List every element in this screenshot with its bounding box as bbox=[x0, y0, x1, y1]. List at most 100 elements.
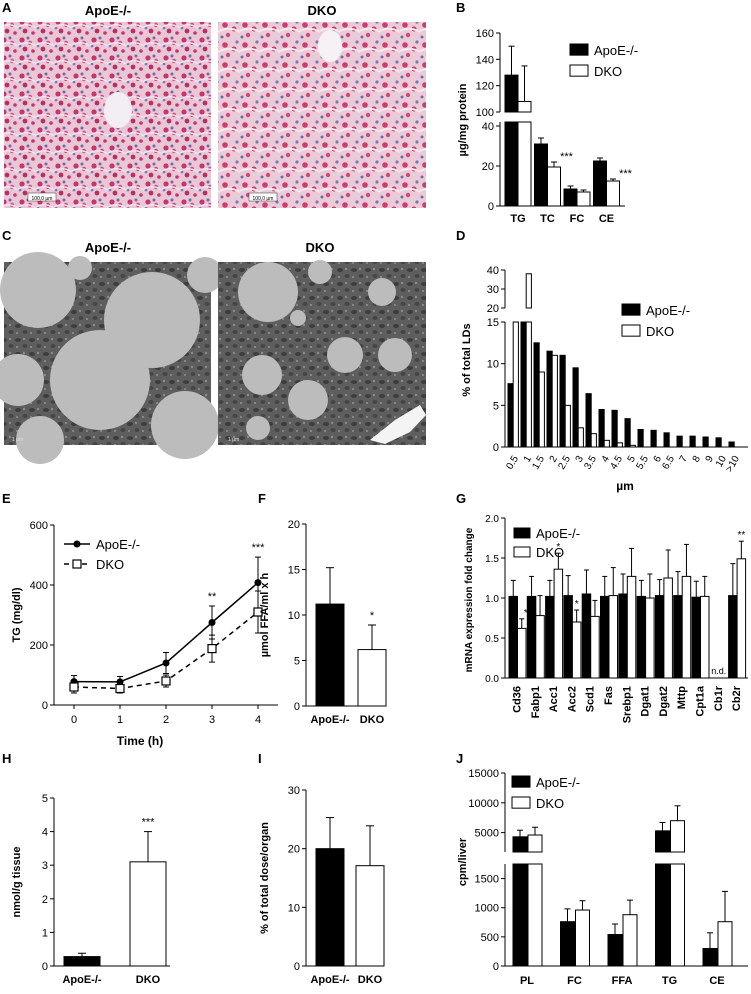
j-category-label: FFA bbox=[612, 975, 633, 987]
d-category-label: 3 bbox=[574, 454, 587, 465]
g-category-label: Acc2 bbox=[566, 686, 578, 712]
em-scale-left: 1 µm bbox=[12, 437, 23, 443]
d-tick-label: 30 bbox=[487, 284, 499, 296]
panel-label-h: H bbox=[2, 751, 11, 766]
d-category-label: 7 bbox=[678, 454, 691, 465]
j-bar-TG-0 bbox=[655, 830, 670, 853]
j-legend-swatch-apoe bbox=[511, 775, 531, 788]
g-not-detected-label: n.d. bbox=[711, 666, 726, 676]
i-category-label: DKO bbox=[358, 974, 383, 986]
j-bar-FFA-0 bbox=[607, 934, 623, 967]
j-tick-label: 15000 bbox=[468, 768, 499, 780]
d-legend-label-dko: DKO bbox=[646, 324, 674, 339]
e-significance: ** bbox=[208, 591, 217, 603]
d-bar-5-1 bbox=[629, 444, 636, 448]
d-category-label: 5.5 bbox=[635, 454, 652, 472]
g-category-label: Mttp bbox=[676, 686, 688, 709]
b-tick-label: 20 bbox=[482, 161, 494, 173]
h-bar-0 bbox=[63, 956, 101, 967]
g-category-label: Srebp1 bbox=[621, 686, 633, 723]
h-tick-label: 3 bbox=[42, 860, 48, 872]
i-tick-label: 10 bbox=[288, 902, 300, 914]
f-tick-label: 0 bbox=[294, 701, 300, 713]
f-y-axis-label: µmol FFA/ml x h bbox=[259, 572, 271, 657]
d-legend-swatch-dko bbox=[621, 324, 641, 337]
e-significance: *** bbox=[252, 542, 266, 554]
d-bar-5.5-0 bbox=[637, 429, 644, 448]
i-category-label: ApoE-/- bbox=[310, 974, 349, 986]
g-legend-swatch-apoe bbox=[513, 527, 531, 539]
g-category-label: Cpt1a bbox=[695, 685, 707, 716]
h-bar-1 bbox=[129, 861, 167, 967]
scalebar-label-right: 100,0 µm bbox=[253, 196, 274, 202]
d-bar-9-0 bbox=[702, 436, 709, 448]
em-artifact-dko bbox=[370, 405, 426, 444]
g-bar-Dgat2-1 bbox=[663, 577, 673, 679]
g-bar-Acc2-0 bbox=[563, 595, 573, 679]
f-bar-1 bbox=[357, 649, 387, 707]
d-bar-7-0 bbox=[676, 435, 683, 448]
i-tick-label: 20 bbox=[288, 844, 300, 856]
d-bar-3-1 bbox=[577, 427, 584, 448]
scalebar-box-left bbox=[27, 192, 57, 202]
g-category-label: Scd1 bbox=[585, 686, 597, 712]
d-y-axis-label: % of total LDs bbox=[461, 323, 473, 396]
j-category-label: CE bbox=[709, 975, 724, 987]
g-bar-Mttp-1 bbox=[681, 575, 692, 679]
j-category-label: TG bbox=[662, 975, 677, 987]
d-bar-1-0-low bbox=[520, 321, 527, 448]
e-legend-marker-dko bbox=[72, 559, 82, 569]
f-bar-0 bbox=[315, 603, 345, 707]
b-bar-TG-1-low bbox=[517, 121, 532, 207]
g-category-label: Dgat1 bbox=[640, 686, 652, 717]
e-legend-marker-apoe bbox=[73, 540, 81, 548]
b-bar-FC-1 bbox=[576, 191, 591, 207]
d-tick-label: 5 bbox=[493, 400, 499, 412]
e-tick-label: 600 bbox=[30, 520, 48, 532]
g-bar-Cd36-0 bbox=[508, 595, 518, 679]
e-point-apoe-3 bbox=[208, 619, 216, 626]
h-tick-label: 4 bbox=[42, 827, 48, 839]
i-tick-label: 0 bbox=[294, 961, 300, 973]
j-category-label: PL bbox=[520, 975, 534, 987]
b-category-label: TG bbox=[510, 213, 525, 225]
g-bar-Acc1-1 bbox=[553, 568, 564, 679]
d-bar-0.5-1-low bbox=[512, 321, 519, 448]
d-bar-2.5-1 bbox=[564, 404, 571, 448]
d-category-label: 4 bbox=[600, 454, 613, 465]
d-bar-8-0 bbox=[689, 435, 696, 448]
b-y-axis-label: µg/mg protein bbox=[457, 83, 469, 156]
g-bar-Dgat1-1 bbox=[645, 597, 655, 679]
g-bar-Cd36-1 bbox=[517, 627, 527, 679]
g-bar-Fas-1 bbox=[608, 595, 618, 679]
g-y-axis-label: mRNA expression fold change bbox=[464, 527, 475, 672]
g-legend-label-dko: DKO bbox=[536, 545, 564, 560]
b-tick-label: 140 bbox=[476, 54, 494, 66]
j-bar-TG-0-low bbox=[655, 863, 670, 967]
e-y-axis-label: TG (mg/dl) bbox=[11, 587, 23, 642]
panel-label-j: J bbox=[456, 751, 463, 766]
h-category-label: DKO bbox=[136, 974, 161, 986]
b-bar-FC-0 bbox=[563, 188, 578, 207]
j-tick-label: 5000 bbox=[475, 828, 499, 840]
d-bar-4.5-0 bbox=[611, 409, 618, 448]
e-point-apoe-4 bbox=[254, 579, 262, 587]
h-tick-label: 0 bbox=[42, 961, 48, 973]
em-right-title: DKO bbox=[306, 240, 335, 255]
b-significance: *** bbox=[619, 168, 633, 180]
e-point-dko-0 bbox=[69, 682, 79, 692]
d-bar-4-0 bbox=[598, 409, 605, 448]
scalebar-box-right bbox=[248, 192, 278, 202]
g-tick-label: 2.0 bbox=[485, 514, 499, 525]
d-category-label: 2.5 bbox=[557, 454, 574, 472]
d-bar-1.5-0 bbox=[533, 342, 540, 448]
j-bar-CE-0 bbox=[702, 948, 718, 967]
panel-label-b: B bbox=[456, 0, 465, 15]
panel-label-a: A bbox=[2, 0, 12, 15]
d-bar-5-0 bbox=[624, 418, 631, 448]
b-significance: *** bbox=[560, 151, 574, 163]
f-significance: * bbox=[370, 610, 375, 622]
b-legend-label-dko: DKO bbox=[594, 64, 622, 79]
f-tick-label: 10 bbox=[288, 610, 300, 622]
j-tick-label: 1000 bbox=[475, 903, 499, 915]
